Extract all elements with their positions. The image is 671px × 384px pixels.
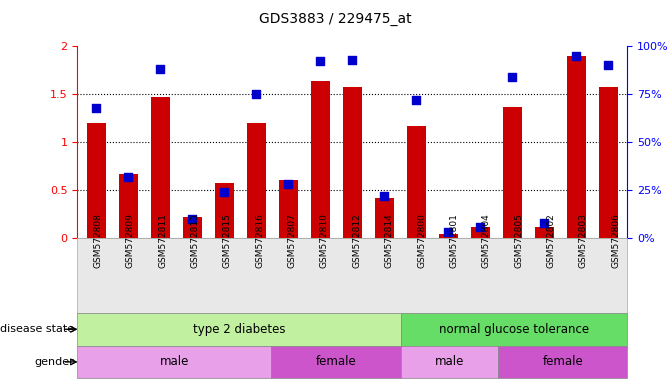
Bar [119,174,138,238]
Point [411,97,421,103]
Text: GSM572802: GSM572802 [546,213,556,268]
Bar [599,88,618,238]
Bar [503,106,522,238]
Text: gender: gender [34,357,74,367]
Point [571,53,582,59]
Bar [374,198,394,238]
Text: GSM572800: GSM572800 [417,213,426,268]
Bar [470,227,490,238]
Text: GSM572806: GSM572806 [611,213,620,268]
Text: GSM572801: GSM572801 [450,213,458,268]
Text: male: male [435,356,464,368]
Text: male: male [160,356,189,368]
Text: GDS3883 / 229475_at: GDS3883 / 229475_at [259,12,412,25]
Point [315,58,325,65]
Text: GSM572816: GSM572816 [255,213,264,268]
Point [379,193,390,199]
Text: GSM572814: GSM572814 [384,213,394,268]
Point [251,91,262,97]
Text: GSM572813: GSM572813 [191,213,199,268]
Text: GSM572810: GSM572810 [320,213,329,268]
Text: female: female [542,356,583,368]
Bar [215,184,234,238]
Point [507,74,517,80]
Point [603,62,613,68]
Bar [183,217,202,238]
Bar [247,123,266,238]
Text: normal glucose tolerance: normal glucose tolerance [439,323,589,336]
Text: GSM572809: GSM572809 [125,213,135,268]
Text: GSM572812: GSM572812 [352,213,361,268]
Bar [566,56,586,238]
Bar [439,234,458,238]
Point [219,189,229,195]
Point [155,66,166,72]
Text: GSM572805: GSM572805 [514,213,523,268]
Point [443,229,454,235]
Text: female: female [316,356,356,368]
Bar [278,180,298,238]
Point [539,220,550,226]
Text: GSM572803: GSM572803 [579,213,588,268]
Text: GSM572804: GSM572804 [482,213,491,268]
Text: GSM572807: GSM572807 [288,213,297,268]
Point [475,223,486,230]
Bar [87,123,106,238]
Point [187,216,198,222]
Bar [407,126,426,238]
Bar [151,97,170,238]
Text: GSM572808: GSM572808 [93,213,103,268]
Bar [311,81,330,238]
Point [91,104,102,111]
Point [347,56,358,63]
Bar [343,88,362,238]
Point [123,174,134,180]
Text: GSM572815: GSM572815 [223,213,231,268]
Point [283,181,294,187]
Text: type 2 diabetes: type 2 diabetes [193,323,285,336]
Text: GSM572811: GSM572811 [158,213,167,268]
Text: disease state: disease state [0,324,74,334]
Bar [535,227,554,238]
